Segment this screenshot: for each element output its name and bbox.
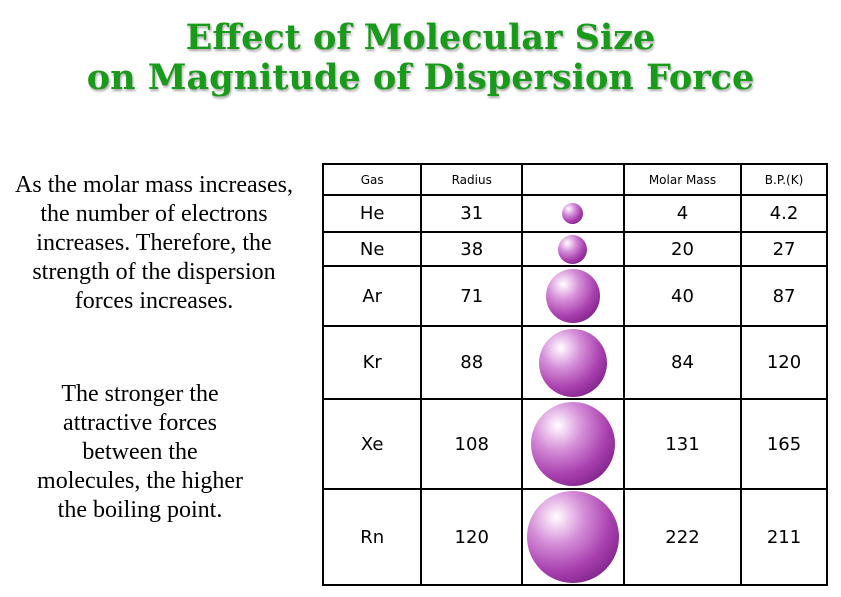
table-row: Kr 88 84 120 bbox=[321, 325, 828, 400]
gas-cell: Kr bbox=[321, 325, 423, 400]
radius-cell: 38 bbox=[420, 231, 524, 267]
molar-mass-cell: 40 bbox=[622, 265, 743, 327]
noble-gas-table: Gas Radius Molar Mass B.P.(K) He 31 4 4.… bbox=[321, 163, 828, 586]
sphere-cell bbox=[521, 231, 625, 267]
radius-cell: 108 bbox=[420, 398, 524, 490]
radius-cell: 88 bbox=[420, 325, 524, 400]
boiling-point-cell: 4.2 bbox=[740, 194, 828, 233]
table-row: Xe 108 131 165 bbox=[321, 398, 828, 490]
atom-sphere-icon bbox=[526, 491, 619, 583]
table-row: Ne 38 20 27 bbox=[321, 231, 828, 267]
molar-mass-cell: 222 bbox=[622, 488, 743, 586]
atom-sphere-icon bbox=[530, 402, 615, 486]
atom-sphere-icon bbox=[538, 328, 607, 397]
header-molar-mass: Molar Mass bbox=[622, 163, 743, 196]
boiling-point-cell: 211 bbox=[740, 488, 828, 586]
gas-cell: Ar bbox=[321, 265, 423, 327]
atom-sphere-icon bbox=[545, 269, 600, 323]
boiling-point-cell: 120 bbox=[740, 325, 828, 400]
gas-cell: He bbox=[321, 194, 423, 233]
gas-cell: Xe bbox=[321, 398, 423, 490]
boiling-point-explanation: The stronger the attractive forces betwe… bbox=[37, 381, 243, 523]
molar-mass-cell: 4 bbox=[622, 194, 743, 233]
boiling-point-cell: 165 bbox=[740, 398, 828, 490]
gas-cell: Rn bbox=[321, 488, 423, 586]
sphere-cell bbox=[521, 398, 625, 490]
header-gas: Gas bbox=[321, 163, 423, 196]
table-row: He 31 4 4.2 bbox=[321, 194, 828, 233]
atom-sphere-icon bbox=[562, 203, 584, 224]
table-row: Ar 71 40 87 bbox=[321, 265, 828, 327]
atom-sphere-icon bbox=[558, 234, 588, 264]
radius-cell: 31 bbox=[420, 194, 524, 233]
boiling-point-cell: 87 bbox=[740, 265, 828, 327]
title-line-2: on Magnitude of Dispersion Force bbox=[86, 57, 755, 98]
sphere-cell bbox=[521, 488, 625, 586]
header-sphere bbox=[521, 163, 625, 196]
molar-mass-cell: 20 bbox=[622, 231, 743, 267]
boiling-point-cell: 27 bbox=[740, 231, 828, 267]
radius-cell: 120 bbox=[420, 488, 524, 586]
molar-mass-explanation: As the molar mass increases, the number … bbox=[15, 172, 293, 314]
sphere-cell bbox=[521, 194, 625, 233]
molar-mass-cell: 84 bbox=[622, 325, 743, 400]
molar-mass-cell: 131 bbox=[622, 398, 743, 490]
header-radius: Radius bbox=[420, 163, 524, 196]
sphere-cell bbox=[521, 265, 625, 327]
table-row: Rn 120 222 211 bbox=[321, 488, 828, 586]
sphere-cell bbox=[521, 325, 625, 400]
gas-cell: Ne bbox=[321, 231, 423, 267]
radius-cell: 71 bbox=[420, 265, 524, 327]
slide-title: Effect of Molecular Size on Magnitude of… bbox=[0, 18, 841, 98]
table-header-row: Gas Radius Molar Mass B.P.(K) bbox=[321, 163, 828, 196]
header-boiling-point: B.P.(K) bbox=[740, 163, 828, 196]
title-line-1: Effect of Molecular Size bbox=[185, 17, 656, 58]
